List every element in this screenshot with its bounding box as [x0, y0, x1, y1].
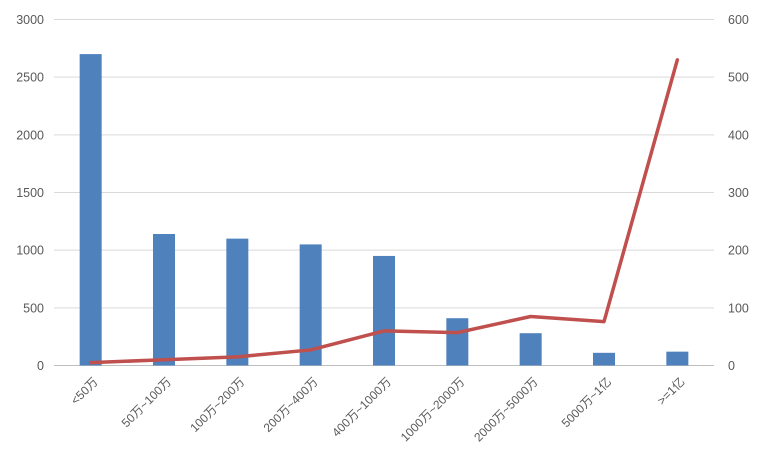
right-axis-tick-label: 100 [728, 301, 749, 315]
bar [519, 333, 542, 366]
bar [79, 54, 102, 366]
x-axis-category-labels: <50万 50万~100万 100万~200万 200万~400万 400万~1000万… [68, 374, 687, 444]
x-axis-category-label: <50万 [68, 375, 101, 408]
bar [373, 255, 395, 366]
right-axis-tick-label: 600 [728, 13, 749, 27]
x-axis-category-label: 200万~400万 [261, 375, 321, 435]
right-axis-tick-label: 200 [728, 244, 749, 258]
x-axis-category-label: 100万~200万 [187, 375, 247, 435]
right-axis-tick-label: 500 [728, 71, 749, 85]
x-axis-category-label: 2000万~5000万 [471, 375, 541, 445]
left-axis-tick-labels: 3000 2500 2000 1500 1000 500 0 [16, 13, 44, 373]
left-axis-tick-label: 3000 [16, 13, 44, 27]
right-axis-tick-labels: 600 500 400 300 200 100 0 [728, 13, 749, 373]
x-axis-category-label: 400万~1000万 [329, 375, 394, 440]
bar-series [79, 54, 689, 366]
bar [446, 318, 469, 366]
left-axis-tick-label: 2500 [16, 71, 44, 85]
right-axis-tick-label: 300 [728, 186, 749, 200]
x-axis-category-label: 5000万~1亿 [558, 374, 614, 430]
bar [593, 352, 615, 366]
right-axis-tick-label: 400 [728, 128, 749, 142]
left-axis-tick-label: 500 [23, 301, 44, 315]
left-axis-tick-label: 0 [37, 359, 44, 373]
left-axis-tick-label: 2000 [16, 128, 44, 142]
left-axis-tick-label: 1500 [16, 186, 44, 200]
bar [226, 238, 249, 366]
left-axis-tick-label: 1000 [16, 244, 44, 258]
bar [666, 351, 689, 366]
x-axis-category-label: 50万~100万 [119, 375, 174, 430]
bar [153, 234, 175, 366]
line-series-path [88, 58, 680, 365]
x-axis-category-label: >=1亿 [654, 374, 688, 408]
x-axis-category-label: 1000万~2000万 [398, 375, 468, 445]
bar [299, 244, 322, 366]
right-axis-tick-label: 0 [728, 359, 735, 373]
